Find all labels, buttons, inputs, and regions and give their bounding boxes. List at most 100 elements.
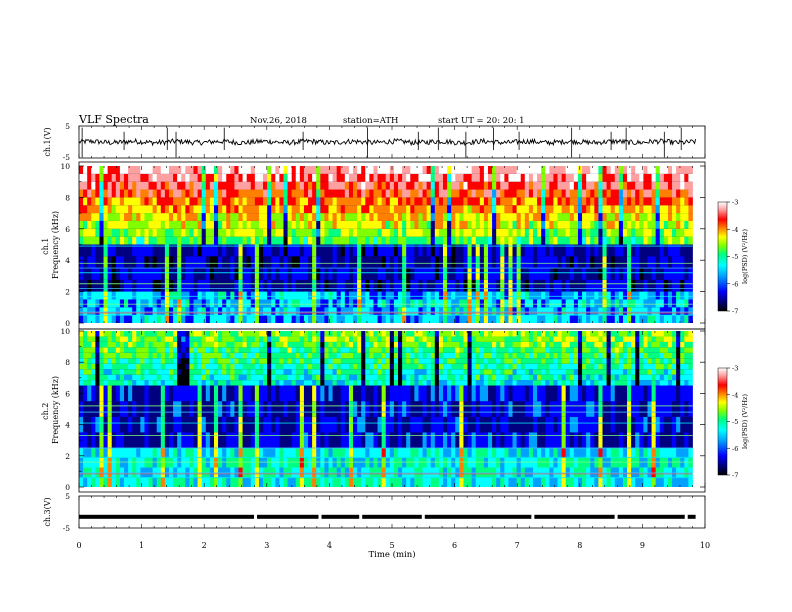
ch1-spec-cell	[500, 205, 505, 214]
ch2-spec-cell	[299, 477, 305, 487]
ch1-spec-cell	[128, 291, 133, 300]
ch2-spec-cell	[516, 347, 522, 353]
ch1-spec-cell	[434, 213, 440, 221]
ch2-spec-cell	[483, 369, 489, 375]
ch2-spec-cell	[447, 467, 452, 478]
ch1-spec-cell	[618, 236, 624, 245]
ch2-spec-cell	[496, 374, 501, 381]
ch2-spec-cell	[463, 369, 468, 375]
ch2-spec-cell	[148, 363, 154, 370]
ch1-spec-cell	[222, 220, 227, 229]
ch2-spec-cell	[487, 448, 493, 458]
ch1-spec-cell	[168, 220, 174, 229]
ch1-spec-cell	[336, 205, 342, 214]
ch1-spec-cell	[528, 279, 534, 292]
ch1-spec-cell	[164, 181, 170, 190]
ch2-spec-cell	[357, 331, 362, 337]
ch2-spec-cell	[275, 369, 280, 375]
ch1-spec-cell	[532, 236, 538, 245]
ch1-spec-cell	[631, 181, 636, 190]
ch2-spec-cell	[303, 467, 309, 478]
ch2-spec-cell	[422, 347, 428, 353]
ch1-spec-cell	[361, 205, 366, 214]
ch1-spec-cell	[672, 299, 677, 308]
ch1-spec-cell	[312, 236, 317, 245]
ch1-spec-cell	[254, 166, 260, 174]
ch2-spec-cell	[487, 336, 493, 342]
ch1-spec-cell	[422, 213, 428, 221]
ch1-spec-cell	[586, 189, 591, 198]
ch1-spec-cell	[672, 213, 677, 221]
ch1-spec-cell	[83, 236, 88, 245]
ch1-spec-cell	[365, 236, 370, 245]
ch2-spec-cell	[463, 477, 468, 487]
ch2-spec-cell	[455, 341, 460, 348]
ch2-spec-cell	[238, 374, 243, 381]
ch2-spec-cell	[528, 432, 534, 448]
ch1-spec-cell	[279, 205, 284, 214]
ch1-spec-cell	[393, 213, 399, 221]
ch1-spec-cell	[602, 299, 607, 308]
ch1-spec-cell	[99, 307, 104, 316]
ch1-spec-cell	[602, 279, 607, 292]
ch2-spec-cell	[246, 477, 252, 487]
ch2-spec-cell	[357, 341, 362, 348]
ch1-spec-cell	[577, 279, 583, 292]
ch2-spec-cell	[230, 331, 235, 337]
ch2-spec-cell	[136, 347, 141, 353]
ch1-spec-cell	[103, 189, 109, 198]
ch1-spec-cell	[643, 256, 648, 269]
ch1-spec-cell	[438, 173, 444, 182]
ch2-spec-cell	[83, 369, 88, 375]
ch1-spec-cell	[299, 256, 305, 269]
ch1-colorbar-tick-label: -7	[732, 308, 738, 316]
ch1-spec-cell	[475, 315, 481, 323]
ch1-spec-cell	[467, 166, 473, 174]
ch2-spec-cell	[213, 448, 219, 458]
ch2-spec-cell	[230, 457, 235, 468]
ch1-spec-cell	[95, 268, 100, 280]
ch1-spec-cell	[459, 181, 464, 190]
ch1-spec-cell	[610, 197, 616, 206]
ch1-spec-cell	[160, 315, 166, 323]
ch2-spec-cell	[479, 416, 485, 433]
ch1-spec-cell	[299, 197, 305, 206]
ch2-spec-cell	[426, 341, 432, 348]
ch1-spec-cell	[541, 236, 546, 245]
ch1-spec-cell	[344, 307, 350, 316]
ch1-spec-cell	[168, 307, 174, 316]
ch1-spec-cell	[283, 189, 288, 198]
ch2-spec-cell	[218, 467, 223, 478]
ch2-spec-cell	[177, 401, 182, 417]
ch1-spec-cell	[91, 307, 96, 316]
ch2-spec-cell	[492, 477, 497, 487]
ch1-spec-cell	[164, 220, 170, 229]
ch2-spec-cell	[443, 385, 448, 402]
ch1-spec-cell	[631, 205, 636, 214]
ch2-spec-cell	[291, 448, 297, 458]
ch1-spec-cell	[443, 307, 448, 316]
ch2-spec-cell	[487, 358, 493, 364]
ch2-spec-cell	[340, 336, 346, 342]
ch2-spec-cell	[185, 477, 190, 487]
ch1-spec-cell	[549, 173, 554, 182]
ch2-spec-cell	[320, 385, 325, 402]
ch2-spec-cell	[258, 457, 264, 468]
ch1-spec-cell	[594, 244, 599, 257]
ch2-spec-cell	[471, 331, 477, 337]
ch1-spec-cell	[197, 315, 203, 323]
ch1-spec-cell	[418, 220, 423, 229]
ch1-spec-cell	[324, 181, 329, 190]
ch1-spec-cell	[103, 315, 109, 323]
ch2-spec-cell	[463, 336, 468, 342]
ch1-spec-cell	[132, 173, 137, 182]
ch2-spec-cell	[213, 457, 219, 468]
ch2-spec-cell	[508, 336, 513, 342]
ch2-spec-cell	[258, 401, 264, 417]
ch2-spec-cell	[520, 477, 526, 487]
ch1-spec-cell	[328, 315, 333, 323]
ch2-spec-cell	[385, 341, 391, 348]
ch2-spec-cell	[111, 457, 117, 468]
ch1-spec-cell	[99, 291, 104, 300]
ch2-spec-cell	[467, 358, 473, 364]
